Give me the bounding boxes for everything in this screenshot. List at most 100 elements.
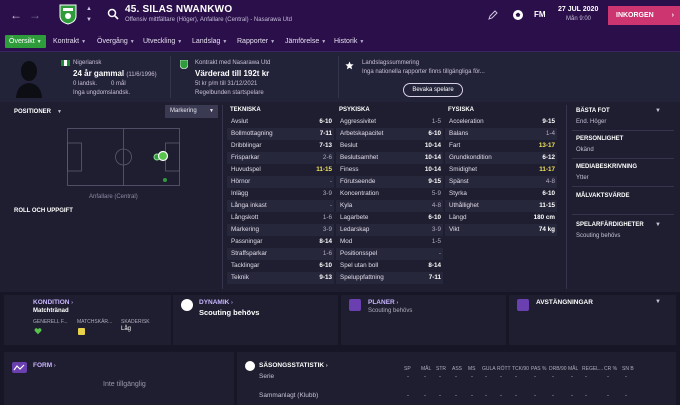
attribute-row[interactable]: Ledarskap 3-9 <box>336 224 443 236</box>
injury-risk-value: Låg <box>121 326 132 332</box>
attribute-row[interactable]: Teknik 9-13 <box>227 272 334 284</box>
edit-icon[interactable] <box>488 10 498 20</box>
tab-transfer[interactable]: Övergång ▼ <box>97 38 135 45</box>
season-stat-header[interactable]: PAS % <box>531 366 547 372</box>
chevron-down-icon[interactable]: ▼ <box>655 299 661 305</box>
form-title[interactable]: FORM › <box>33 362 56 369</box>
form-panel[interactable] <box>4 352 234 405</box>
squad-status: Regelbunden startspelare <box>195 90 264 96</box>
attribute-row[interactable]: Balans 1-4 <box>445 128 557 140</box>
back-arrow-icon[interactable]: ← <box>10 8 22 22</box>
chevron-down-icon[interactable]: ▼ <box>86 17 92 23</box>
season-stats-title[interactable]: SÄSONGSSTATISTIK › <box>259 362 328 369</box>
attribute-row[interactable]: Finess 10-14 <box>336 164 443 176</box>
football-icon[interactable] <box>512 9 524 21</box>
chevron-down-icon[interactable]: ▼ <box>655 222 661 228</box>
dynamics-title[interactable]: DYNAMIK › <box>199 299 233 306</box>
condition-title[interactable]: KONDITION › <box>33 299 73 306</box>
season-stat-header[interactable]: MS <box>468 366 476 372</box>
attribute-row[interactable]: Fart 13-17 <box>445 140 557 152</box>
attribute-row[interactable]: Kyla 4-8 <box>336 200 443 212</box>
season-stat-header[interactable]: ASS <box>452 366 463 372</box>
season-stat-header[interactable]: MÅL <box>568 366 579 372</box>
attribute-row[interactable]: Arbetskapacitet 6-10 <box>336 128 443 140</box>
attribute-row[interactable]: Aggressivitet 1-5 <box>336 116 443 128</box>
fm-logo[interactable]: FM <box>534 10 546 19</box>
season-stat-header[interactable]: CR % <box>604 366 618 372</box>
plans-panel[interactable] <box>341 295 506 345</box>
attribute-row[interactable]: Spel utan boll 8-14 <box>336 260 443 272</box>
tab-contract[interactable]: Kontrakt ▼ <box>53 38 87 45</box>
attribute-row[interactable]: Lagarbete 6-10 <box>336 212 443 224</box>
attribute-row[interactable]: Spänst 4-8 <box>445 176 557 188</box>
forward-arrow-icon[interactable]: → <box>29 8 41 22</box>
season-stat-header[interactable]: REGEL... <box>582 366 604 372</box>
attribute-row[interactable]: Passningar 8-14 <box>227 236 334 248</box>
season-stat-header[interactable]: RÖTT <box>497 366 511 372</box>
attribute-row[interactable]: Koncentration 5-9 <box>336 188 443 200</box>
tab-bar: Översikt ▼ Kontrakt ▼ Övergång ▼ Utveckling… <box>0 31 680 52</box>
attribute-name: Avslut <box>231 118 249 125</box>
attribute-row[interactable]: Positionsspel - <box>336 248 443 260</box>
club-badge-icon[interactable] <box>59 4 77 25</box>
search-icon[interactable] <box>107 8 119 20</box>
condition-panel[interactable] <box>4 295 171 345</box>
season-stat-header[interactable]: STR <box>436 366 446 372</box>
chevron-up-icon[interactable]: ▲ <box>86 6 92 12</box>
attribute-row[interactable]: Längd 180 cm <box>445 212 557 224</box>
attribute-row[interactable]: Huvudspel 11-15 <box>227 164 334 176</box>
season-stat-header[interactable]: SN B <box>622 366 634 372</box>
chevron-down-icon[interactable]: ▼ <box>57 109 62 115</box>
attribute-row[interactable]: Bollmottagning 7-11 <box>227 128 334 140</box>
attribute-row[interactable]: Långskott 1-6 <box>227 212 334 224</box>
attribute-highlight-select[interactable]: Markering ▼ <box>165 105 218 118</box>
season-stat-header[interactable]: SP <box>404 366 411 372</box>
suspensions-panel[interactable] <box>509 295 676 345</box>
tab-comparison[interactable]: Jämförelse ▼ <box>285 38 327 45</box>
attribute-name: Acceleration <box>449 118 484 125</box>
dynamics-panel[interactable] <box>173 295 338 345</box>
attribute-row[interactable]: Förutseende 9-15 <box>336 176 443 188</box>
attribute-row[interactable]: Grundkondition 6-12 <box>445 152 557 164</box>
chevron-down-icon[interactable]: ▼ <box>655 108 661 114</box>
suspensions-title[interactable]: AVSTÄNGNINGAR <box>536 299 593 306</box>
season-stat-header[interactable]: GULA <box>482 366 496 372</box>
tab-overview[interactable]: Översikt ▼ <box>5 35 46 48</box>
attribute-row[interactable]: Hörnor - <box>227 176 334 188</box>
attribute-row[interactable]: Tacklingar 6-10 <box>227 260 334 272</box>
tab-history[interactable]: Historik ▼ <box>334 38 365 45</box>
attribute-row[interactable]: Styrka 6-10 <box>445 188 557 200</box>
attribute-row[interactable]: Dribblingar 7-13 <box>227 140 334 152</box>
plans-title[interactable]: PLANER › <box>368 299 399 306</box>
condition-value: Matchtränad <box>33 308 69 314</box>
tab-national-team[interactable]: Landslag ▼ <box>192 38 228 45</box>
season-stat-header[interactable]: DRB/90 <box>549 366 567 372</box>
attribute-row[interactable]: Smidighet 11-17 <box>445 164 557 176</box>
inbox-button[interactable]: INKORGEN › <box>608 6 680 25</box>
attribute-row[interactable]: Beslutsamhet 10-14 <box>336 152 443 164</box>
attribute-name: Lagarbete <box>340 214 369 221</box>
attribute-row[interactable]: Frisparkar 2-6 <box>227 152 334 164</box>
attribute-row[interactable]: Uthållighet 11-15 <box>445 200 557 212</box>
attribute-row[interactable]: Straffsparkar 1-6 <box>227 248 334 260</box>
attribute-row[interactable]: Avslut 6-10 <box>227 116 334 128</box>
attribute-row[interactable]: Mod 1-5 <box>336 236 443 248</box>
tab-reports[interactable]: Rapporter ▼ <box>237 38 276 45</box>
season-stat-header[interactable]: MÅL <box>421 366 432 372</box>
attribute-name: Hörnor <box>231 178 251 185</box>
season-stat-header[interactable]: TCK/90 <box>512 366 529 372</box>
attribute-row[interactable]: Inlägg 3-9 <box>227 188 334 200</box>
season-stats-panel[interactable] <box>237 352 676 405</box>
attribute-row[interactable]: Vikt 74 kg <box>445 224 557 236</box>
attribute-row[interactable]: Acceleration 9-15 <box>445 116 557 128</box>
match-sharpness-icon <box>78 328 85 335</box>
tab-development[interactable]: Utveckling ▼ <box>143 38 183 45</box>
attribute-name: Frisparkar <box>231 154 260 161</box>
attribute-row[interactable]: Markering 3-9 <box>227 224 334 236</box>
attribute-row[interactable]: Långa inkast - <box>227 200 334 212</box>
season-stat-value: - <box>471 393 473 399</box>
attribute-name: Uthållighet <box>449 202 479 209</box>
attribute-row[interactable]: Speluppfattning 7-11 <box>336 272 443 284</box>
shortlist-button[interactable]: Bevaka spelare <box>403 83 463 97</box>
attribute-row[interactable]: Beslut 10-14 <box>336 140 443 152</box>
